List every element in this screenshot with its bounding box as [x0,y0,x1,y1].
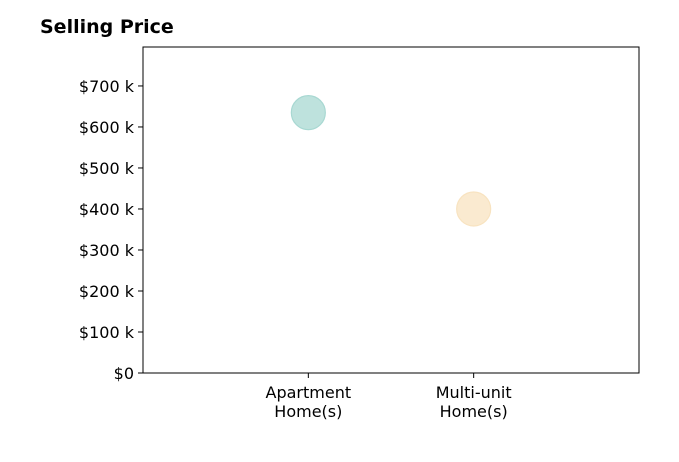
y-tick-label: $200 k [79,282,135,301]
y-axis: $0 $100 k $200 k $300 k $400 k $500 k $600 k $7… [79,77,143,383]
x-tick-label: Apartment Home(s) [266,383,352,421]
x-axis: Apartment Home(s) Multi-unit Home(s) [266,373,512,421]
plot-frame [142,46,640,374]
y-tick-label: $400 k [79,200,135,219]
chart-title: Selling Price [40,16,174,38]
y-tick-label: $0 [114,364,134,383]
data-point [290,95,326,131]
y-tick-label: $700 k [79,77,135,96]
data-points [290,95,492,227]
y-tick-label: $600 k [79,118,135,137]
y-tick-label: $300 k [79,241,135,260]
y-tick-label: $100 k [79,323,135,342]
data-point [456,191,492,227]
y-tick-label: $500 k [79,159,135,178]
x-tick-label: Multi-unit Home(s) [436,383,512,421]
